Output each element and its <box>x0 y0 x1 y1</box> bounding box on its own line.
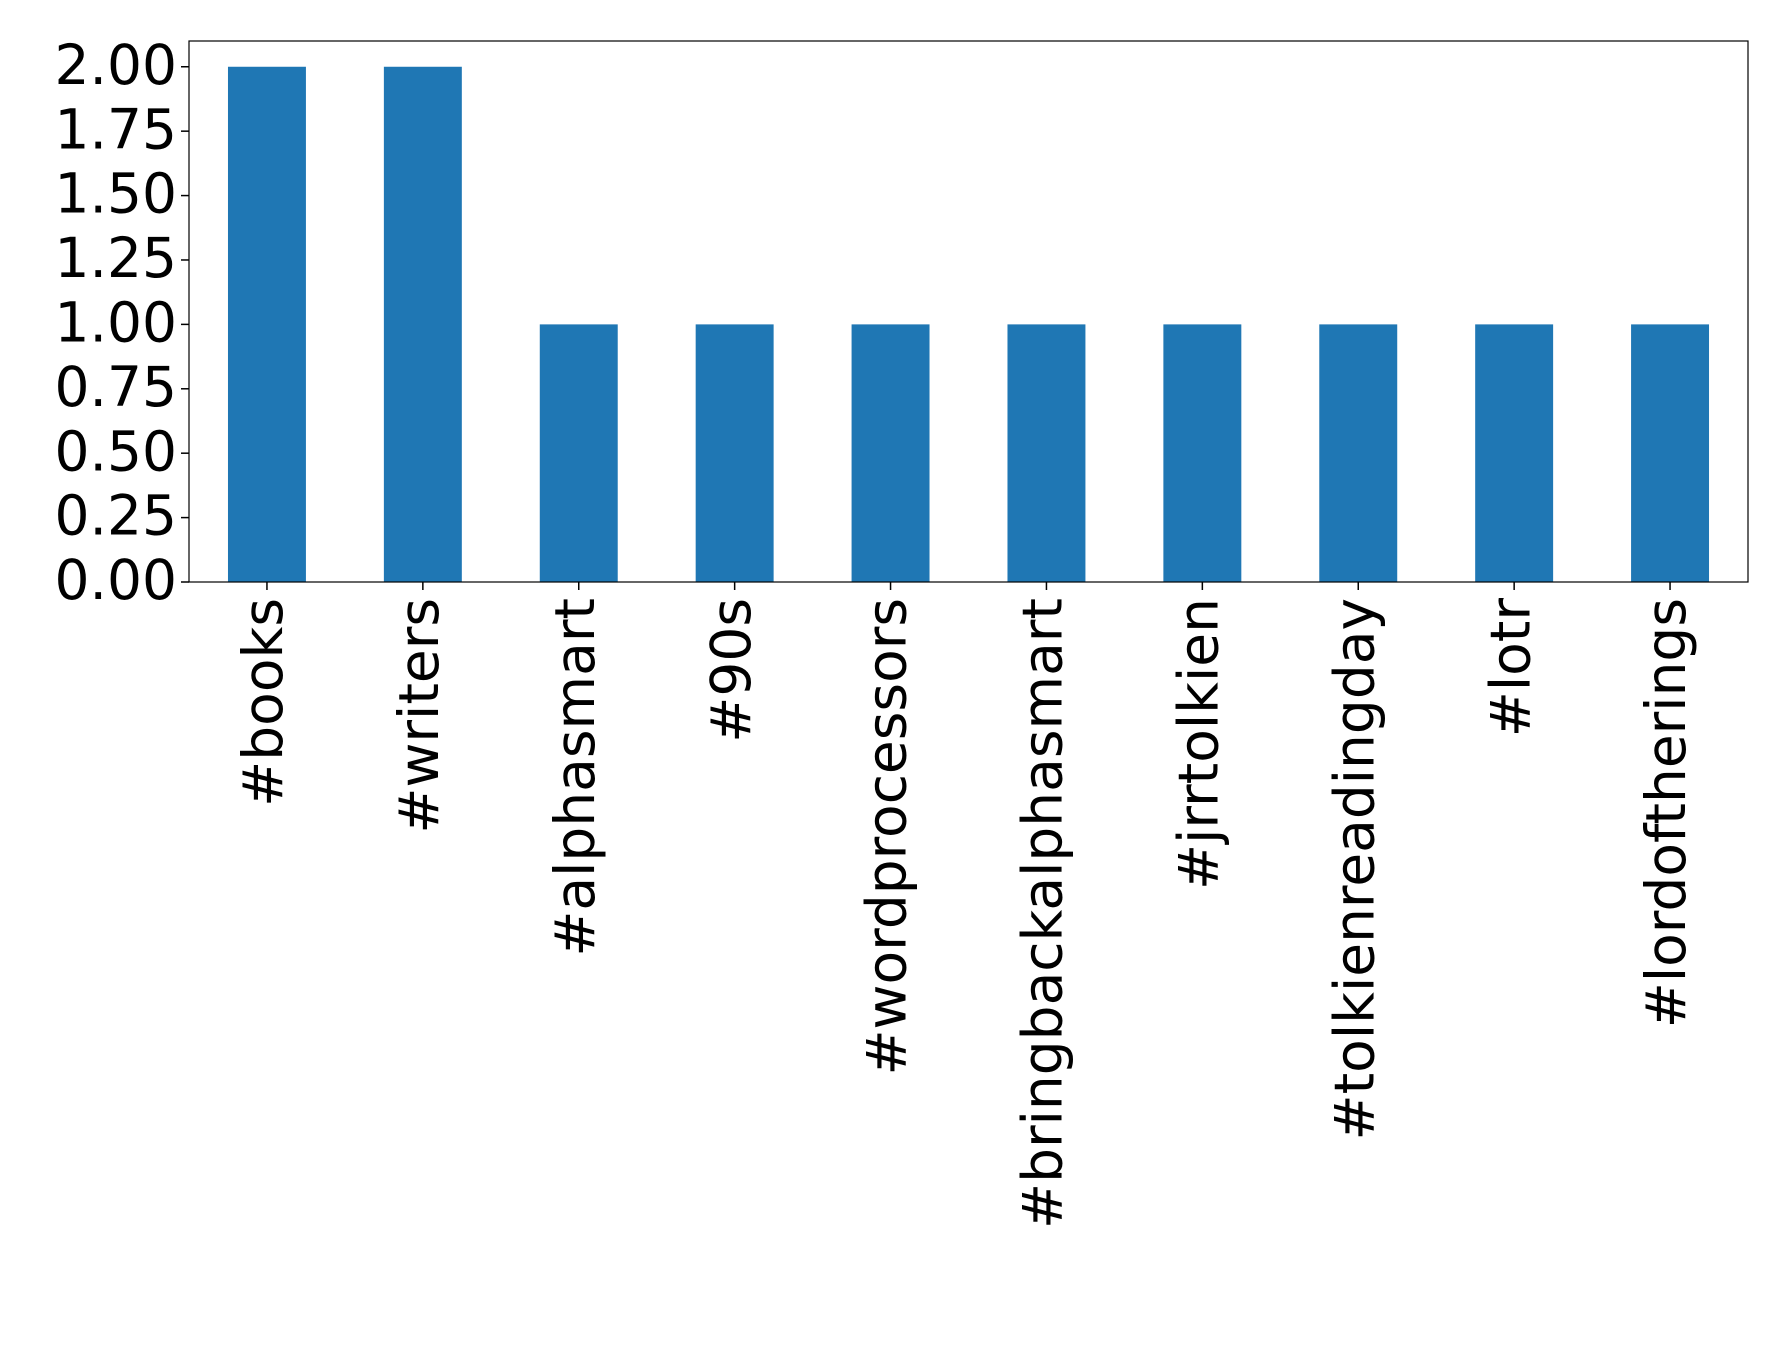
y-tick-label: 2.00 <box>55 33 177 97</box>
x-tick-label: #jrrtolkien <box>1166 598 1230 890</box>
x-tick-label: #books <box>231 598 295 807</box>
x-tick-label: #bringbackalphasmart <box>1011 598 1075 1229</box>
y-tick-label: 0.25 <box>55 484 177 548</box>
x-tick-label: #lordoftherings <box>1634 598 1698 1028</box>
y-tick-label: 1.75 <box>55 97 177 161</box>
y-tick-label: 1.00 <box>55 291 177 355</box>
bar <box>539 324 618 582</box>
bar <box>1475 324 1554 582</box>
x-tick-label: #tolkienreadingday <box>1322 598 1386 1140</box>
x-tick-label: #writers <box>387 598 451 834</box>
bar <box>1319 324 1398 582</box>
x-tick-label: #lotr <box>1478 598 1542 738</box>
y-tick-label: 0.50 <box>55 419 177 483</box>
x-tick-label: #90s <box>699 598 763 743</box>
bar <box>851 324 930 582</box>
bar <box>695 324 774 582</box>
y-tick-label: 0.75 <box>55 355 177 419</box>
x-tick-label: #wordprocessors <box>855 598 919 1076</box>
bar <box>1631 324 1710 582</box>
y-tick-label: 0.00 <box>55 548 177 612</box>
y-tick-label: 1.50 <box>55 162 177 226</box>
plot-frame <box>188 40 1749 583</box>
y-tick-label: 1.25 <box>55 226 177 290</box>
bar <box>1163 324 1242 582</box>
x-tick-label: #alphasmart <box>543 598 607 957</box>
bar <box>1007 324 1086 582</box>
bar <box>383 66 462 582</box>
bar <box>227 66 306 582</box>
